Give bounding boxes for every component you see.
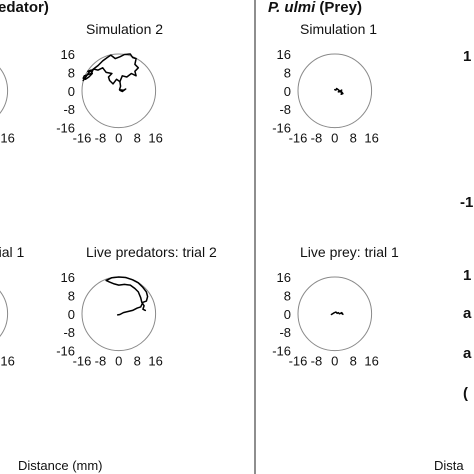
right-edge-fragment-2: -1 xyxy=(460,194,473,211)
y-tick-label: -16 xyxy=(272,344,291,359)
x-tick-label: 8 xyxy=(134,131,141,146)
right-edge-fragment-5: a xyxy=(463,345,472,362)
right-edge-fragment-1: 1 xyxy=(463,48,471,65)
y-tick-label: -8 xyxy=(63,102,75,117)
x-tick-label: 8 xyxy=(134,354,141,369)
y-tick-label: 0 xyxy=(284,307,291,322)
arena-boundary xyxy=(297,276,373,352)
x-tick-label: 0 xyxy=(115,354,122,369)
panel-title: Live prey: trial 1 xyxy=(300,244,399,260)
x-tick-label: 8 xyxy=(350,131,357,146)
panel-title: rial 1 xyxy=(0,244,25,260)
x-tick-label: -8 xyxy=(95,354,107,369)
arena-boundary xyxy=(297,53,373,129)
movement-track xyxy=(105,279,147,312)
x-axis-label-right-fragment: Dista xyxy=(434,458,464,473)
x-tick-label: -8 xyxy=(95,131,107,146)
y-tick-label: -16 xyxy=(56,121,75,136)
y-tick-label: -8 xyxy=(279,102,291,117)
x-tick-label: 16 xyxy=(0,131,14,146)
y-tick-label: 16 xyxy=(277,270,291,285)
right-header-species: P. ulmi xyxy=(268,0,316,16)
movement-track xyxy=(118,80,127,93)
y-tick-label: -8 xyxy=(279,325,291,340)
x-tick-label: -16 xyxy=(73,131,92,146)
x-tick-label: -8 xyxy=(311,131,323,146)
y-tick-label: -16 xyxy=(272,121,291,136)
panel-title: Simulation 2 xyxy=(86,21,163,37)
y-tick-label: 8 xyxy=(68,288,75,303)
movement-track xyxy=(330,311,344,316)
arena-boundary xyxy=(0,67,9,114)
y-tick-label: 8 xyxy=(284,65,291,80)
arena-boundary xyxy=(0,290,9,337)
y-tick-label: 16 xyxy=(61,270,75,285)
x-axis-label-left: Distance (mm) xyxy=(18,458,103,473)
y-tick-label: -16 xyxy=(56,344,75,359)
x-tick-label: 16 xyxy=(148,131,162,146)
x-tick-label: 0 xyxy=(331,131,338,146)
x-tick-label: -16 xyxy=(73,354,92,369)
x-tick-label: -16 xyxy=(289,131,308,146)
panel-top-left-partial: 16 xyxy=(0,67,15,146)
x-tick-label: 16 xyxy=(364,131,378,146)
x-tick-label: -16 xyxy=(289,354,308,369)
right-header: P. ulmi (Prey) xyxy=(268,0,362,16)
x-tick-label: 16 xyxy=(148,354,162,369)
right-edge-fragment-3: 1 xyxy=(463,267,471,284)
right-header-role: (Prey) xyxy=(315,0,362,16)
x-tick-label: 0 xyxy=(331,354,338,369)
y-tick-label: 16 xyxy=(61,47,75,62)
x-tick-label: 16 xyxy=(0,354,14,369)
x-tick-label: 0 xyxy=(115,131,122,146)
panel-title: Live predators: trial 2 xyxy=(86,244,217,260)
movement-track xyxy=(334,87,344,96)
panel-title: Simulation 1 xyxy=(300,21,377,37)
panel-bottom-left-partial: rial 1 16 xyxy=(0,244,25,369)
y-tick-label: 0 xyxy=(68,84,75,99)
arena-boundary xyxy=(81,276,157,352)
x-tick-label: -8 xyxy=(311,354,323,369)
x-tick-label: 8 xyxy=(350,354,357,369)
right-edge-fragment-6: ( xyxy=(463,385,468,402)
y-tick-label: 0 xyxy=(284,84,291,99)
y-tick-label: 0 xyxy=(68,307,75,322)
x-tick-label: 16 xyxy=(364,354,378,369)
movement-track xyxy=(105,276,149,316)
arena-boundary xyxy=(81,53,157,129)
y-tick-label: 8 xyxy=(284,288,291,303)
movement-track xyxy=(82,53,140,85)
y-tick-label: 16 xyxy=(277,47,291,62)
y-tick-label: 8 xyxy=(68,65,75,80)
right-edge-fragment-4: a xyxy=(463,305,472,322)
y-tick-label: -8 xyxy=(63,325,75,340)
left-header-fragment: edator) xyxy=(0,0,49,16)
